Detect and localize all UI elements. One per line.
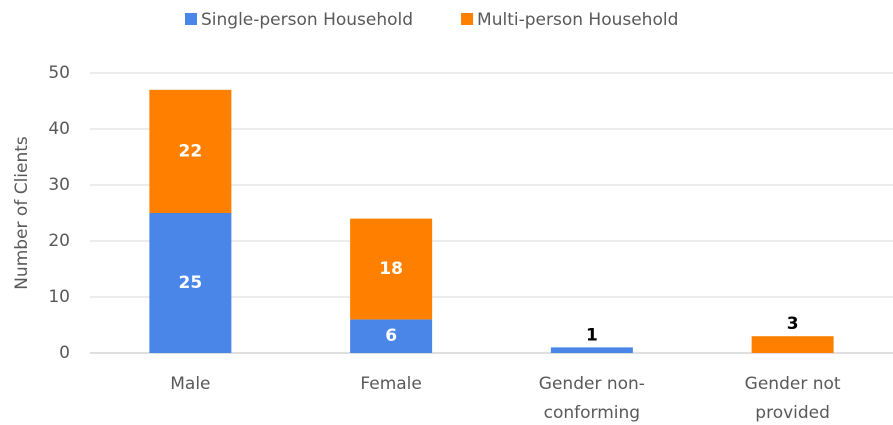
x-tick-label: Female	[360, 374, 421, 394]
y-tick-label: 0	[59, 343, 70, 363]
x-tick-label: Gender non-conforming	[539, 374, 645, 423]
legend-label: Single-person Household	[201, 10, 413, 30]
y-tick-label: 10	[48, 287, 70, 307]
bar-segment	[550, 347, 633, 353]
data-label: 1	[586, 325, 598, 345]
data-label: 6	[385, 326, 397, 346]
bar-segment	[149, 213, 232, 353]
legend-label: Multi-person Household	[477, 10, 678, 30]
data-label: 22	[179, 141, 203, 161]
data-label: 25	[179, 273, 203, 293]
y-tick-label: 40	[48, 119, 70, 139]
data-label: 18	[379, 259, 403, 279]
bar-segment	[350, 218, 433, 320]
x-tick-label: Male	[170, 374, 210, 394]
bar-segment	[149, 89, 232, 213]
y-tick-label: 30	[48, 175, 70, 195]
x-tick-label: Gender not provided	[745, 374, 841, 423]
bar-segment	[350, 319, 433, 353]
y-axis-label: Number of Clients	[12, 136, 32, 290]
bar-segment	[751, 336, 834, 353]
y-tick-label: 50	[48, 63, 70, 83]
data-label: 3	[787, 314, 799, 334]
y-tick-label: 20	[48, 231, 70, 251]
legend-swatch	[461, 13, 474, 25]
legend-swatch	[185, 13, 197, 25]
